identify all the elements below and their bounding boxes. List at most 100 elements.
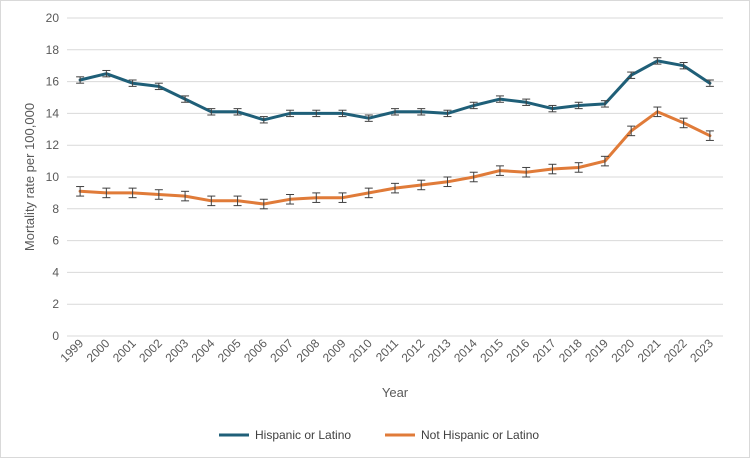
error-bar [76, 186, 85, 197]
error-bar [338, 192, 347, 203]
error-bar [391, 182, 399, 194]
error-bar [286, 193, 295, 205]
x-tick-label: 2001 [110, 336, 139, 365]
error-bar [391, 108, 399, 116]
gridlines [67, 17, 723, 337]
error-bar [286, 109, 295, 118]
x-tick-label: 2000 [84, 336, 113, 365]
error-bar [102, 69, 111, 78]
error-bar [495, 165, 504, 176]
error-bar [443, 109, 452, 118]
legend: Hispanic or Latino Not Hispanic or Latino [219, 428, 539, 442]
error-bar [469, 171, 478, 183]
x-tick-label: 2023 [687, 336, 716, 365]
error-bar [548, 163, 557, 175]
y-axis-ticks: 0 2 4 6 8 10 12 14 16 18 20 [46, 11, 60, 343]
error-bar [705, 130, 714, 141]
y-tick-label: 4 [52, 265, 59, 279]
x-tick-label: 2004 [189, 336, 218, 365]
error-bar [312, 109, 321, 118]
error-bar [312, 192, 321, 203]
y-tick-label: 16 [46, 75, 60, 89]
x-tick-label: 2008 [294, 336, 323, 365]
error-bar [207, 195, 216, 207]
y-tick-label: 0 [52, 329, 59, 343]
error-bar [417, 179, 426, 191]
error-bar [181, 95, 190, 103]
error-bar [76, 76, 85, 84]
error-bar [705, 79, 714, 87]
error-bar [102, 187, 111, 199]
error-bar [522, 166, 531, 178]
error-bar [679, 117, 688, 129]
x-tick-label: 2010 [346, 336, 375, 365]
x-tick-label: 2006 [241, 336, 270, 365]
y-tick-label: 18 [46, 43, 60, 57]
x-tick-label: 2005 [215, 336, 244, 365]
x-tick-label: 2017 [530, 336, 559, 365]
y-tick-label: 8 [52, 202, 59, 216]
x-tick-label: 1999 [57, 336, 86, 365]
error-bar [181, 190, 190, 202]
error-bar [233, 108, 242, 116]
error-bar [443, 176, 452, 188]
x-tick-label: 2018 [556, 336, 585, 365]
error-bar [338, 109, 347, 118]
error-bar [653, 106, 662, 118]
error-bar [600, 100, 609, 108]
y-axis-title: Mortality rate per 100,000 [22, 103, 37, 251]
x-tick-label: 2020 [608, 336, 637, 365]
x-tick-label: 2007 [267, 336, 296, 365]
error-bar [653, 57, 662, 65]
error-bar [574, 162, 583, 173]
error-bar [627, 71, 636, 79]
error-bar [600, 155, 609, 167]
x-tick-label: 2002 [136, 336, 165, 365]
error-bars [76, 57, 714, 210]
x-tick-label: 2015 [477, 336, 506, 365]
series-lines [78, 59, 712, 206]
error-bar [364, 114, 373, 122]
x-tick-label: 2009 [320, 336, 349, 365]
x-axis-title: Year [382, 385, 409, 400]
legend-label: Hispanic or Latino [255, 428, 351, 442]
y-tick-label: 10 [46, 170, 60, 184]
error-bar [417, 108, 426, 116]
error-bar [548, 104, 557, 113]
y-tick-label: 12 [46, 138, 60, 152]
x-tick-label: 2012 [399, 336, 428, 365]
y-tick-label: 14 [46, 106, 60, 120]
legend-item-2: Not Hispanic or Latino [385, 428, 539, 442]
error-bar [128, 187, 137, 199]
legend-item-1: Hispanic or Latino [219, 428, 351, 442]
y-tick-label: 6 [52, 234, 59, 248]
error-bar [364, 187, 373, 199]
x-tick-label: 2022 [661, 336, 690, 365]
x-axis-ticks: 1999200020012002200320042005200620072008… [57, 336, 716, 365]
error-bar [154, 189, 163, 200]
error-bar [495, 95, 504, 103]
x-tick-label: 2011 [373, 336, 401, 364]
legend-label: Not Hispanic or Latino [421, 428, 539, 442]
x-tick-label: 2003 [162, 336, 191, 365]
x-tick-label: 2014 [451, 336, 480, 365]
error-bar [469, 101, 478, 110]
error-bar [574, 101, 583, 110]
x-tick-label: 2021 [635, 336, 664, 365]
y-tick-label: 20 [46, 11, 60, 25]
error-bar [259, 198, 268, 210]
error-bar [154, 82, 163, 91]
y-tick-label: 2 [52, 297, 59, 311]
error-bar [522, 98, 531, 106]
error-bar [207, 108, 216, 116]
error-bar [233, 195, 242, 207]
error-bar [128, 79, 137, 87]
error-bar [259, 116, 268, 124]
x-tick-label: 2019 [582, 336, 611, 365]
x-tick-label: 2013 [425, 336, 454, 365]
error-bar [679, 62, 688, 70]
x-tick-label: 2016 [504, 336, 533, 365]
error-bar [627, 125, 636, 137]
